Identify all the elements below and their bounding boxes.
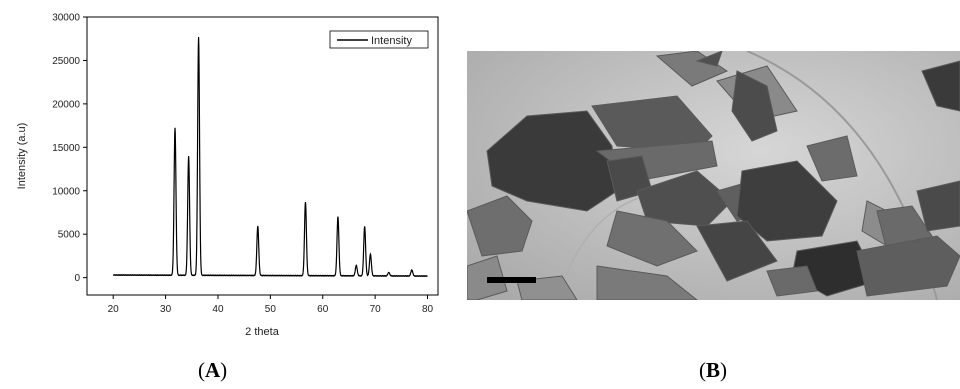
y-axis-label: Intensity (a.u)	[16, 123, 28, 190]
y-axis: 0 5000 10000 15000 20000 25000 30000	[52, 13, 87, 284]
legend: Intensity	[329, 30, 429, 49]
x-tick-label: 20	[108, 304, 120, 315]
x-tick-label: 60	[317, 304, 329, 315]
tem-image	[467, 51, 960, 300]
y-tick-label: 10000	[52, 186, 80, 197]
xrd-chart-svg: 20 30 40 50 60 70 80 0 5000 10000 15000 20000 25000…	[16, 13, 439, 338]
xrd-chart: 20 30 40 50 60 70 80 0 5000 10000 15000 20000 25000…	[0, 0, 450, 345]
y-tick-label: 15000	[52, 143, 80, 154]
x-tick-label: 80	[422, 304, 434, 315]
y-tick-label: 25000	[52, 56, 80, 67]
y-tick-label: 5000	[58, 230, 81, 241]
x-tick-label: 30	[160, 304, 172, 315]
legend-box	[329, 30, 429, 49]
x-axis: 20 30 40 50 60 70 80	[108, 295, 434, 315]
y-tick-label: 0	[74, 273, 80, 284]
scale-bar	[487, 277, 536, 283]
panel-label-b: (B)	[699, 358, 728, 382]
x-tick-label: 40	[212, 304, 224, 315]
series-intensity-line	[112, 37, 428, 278]
panel-label-a: (A)	[198, 358, 228, 382]
x-tick-label: 50	[265, 304, 277, 315]
legend-label-intensity: Intensity	[371, 35, 412, 47]
y-tick-label: 30000	[52, 13, 80, 24]
plot-frame	[86, 16, 439, 296]
y-tick-label: 20000	[52, 99, 80, 110]
x-tick-label: 70	[370, 304, 382, 315]
particles	[467, 51, 960, 300]
x-axis-label: 2 theta	[245, 326, 280, 338]
tem-micrograph	[467, 51, 960, 300]
